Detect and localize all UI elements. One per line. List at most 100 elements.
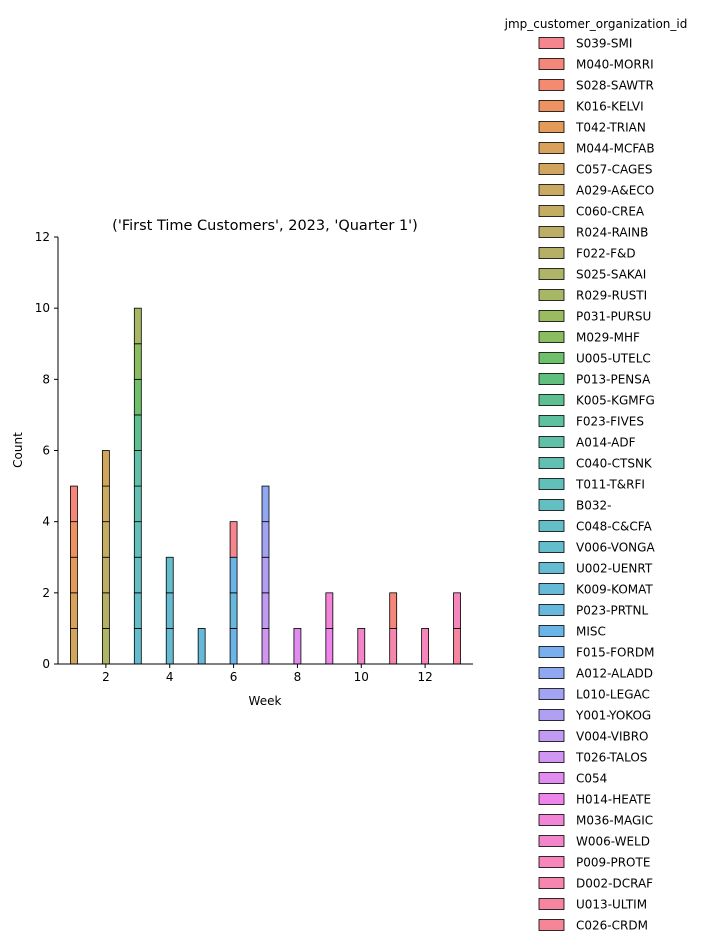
bar-week-7-segment-1 bbox=[261, 592, 270, 629]
legend-label-24: V006-VONGA bbox=[576, 541, 655, 555]
bar-week-3-segment-8 bbox=[133, 343, 142, 380]
bar-week-12-segment-0 bbox=[421, 628, 430, 665]
chart-title: ('First Time Customers', 2023, 'Quarter … bbox=[112, 218, 418, 234]
legend-swatch-34 bbox=[538, 751, 565, 763]
legend-swatch-31 bbox=[538, 688, 565, 700]
legend-label-15: U005-UTELC bbox=[576, 352, 651, 366]
legend: S039-SMI M040-MORRI S028-SAWTR K016-KELVI T0… bbox=[538, 37, 655, 933]
legend-label-40: D002-DCRAF bbox=[576, 877, 653, 891]
legend-swatch-30 bbox=[538, 667, 565, 679]
bar-week-11-segment-0 bbox=[389, 628, 398, 665]
bar-week-3-segment-1 bbox=[133, 592, 142, 629]
bar-week-3-segment-3 bbox=[133, 521, 142, 558]
y-tick-label-10: 10 bbox=[35, 301, 50, 315]
y-tick-label-12: 12 bbox=[35, 230, 50, 244]
legend-label-12: R029-RUSTI bbox=[576, 289, 647, 303]
x-axis-label: Week bbox=[249, 694, 282, 708]
bar-week-3-segment-9 bbox=[133, 307, 142, 345]
legend-label-14: M029-MHF bbox=[576, 331, 640, 345]
bar-week-13-segment-1 bbox=[453, 592, 461, 629]
bar-week-2-segment-2 bbox=[101, 556, 110, 594]
legend-label-10: F022-F&D bbox=[576, 247, 636, 261]
legend-swatch-25 bbox=[538, 562, 565, 574]
bar-week-2-segment-5 bbox=[101, 450, 110, 487]
legend-swatch-6 bbox=[538, 163, 565, 175]
bar-week-6-segment-0 bbox=[229, 628, 238, 665]
legend-label-21: T011-T&RFI bbox=[575, 478, 645, 492]
y-ticks: 0 2 4 6 8 10 12 bbox=[35, 230, 58, 671]
legend-swatch-8 bbox=[538, 205, 565, 217]
legend-label-11: S025-SAKAI bbox=[576, 268, 646, 282]
bar-week-7-segment-4 bbox=[261, 485, 270, 523]
bar-week-1-segment-1 bbox=[70, 592, 78, 629]
y-tick-label-6: 6 bbox=[42, 444, 50, 458]
legend-label-3: K016-KELVI bbox=[576, 100, 644, 114]
x-tick-label-2: 2 bbox=[102, 670, 110, 684]
legend-label-18: F023-FIVES bbox=[576, 415, 644, 429]
legend-swatch-42 bbox=[538, 919, 565, 931]
legend-swatch-19 bbox=[538, 436, 565, 448]
legend-swatch-9 bbox=[538, 226, 565, 238]
legend-swatch-38 bbox=[538, 835, 565, 847]
bar-week-4-segment-0 bbox=[165, 628, 174, 665]
legend-label-8: C060-CREA bbox=[576, 205, 645, 219]
legend-swatch-14 bbox=[538, 331, 565, 343]
legend-label-27: P023-PRTNL bbox=[576, 604, 648, 618]
legend-swatch-22 bbox=[538, 499, 565, 511]
legend-swatch-41 bbox=[538, 898, 565, 910]
legend-swatch-11 bbox=[538, 268, 565, 280]
bar-week-7-segment-0 bbox=[261, 628, 270, 665]
bar-week-3-segment-5 bbox=[133, 450, 142, 487]
bar-week-9-segment-1 bbox=[325, 592, 334, 629]
bar-week-3-segment-4 bbox=[133, 485, 142, 523]
legend-label-5: M044-MCFAB bbox=[576, 142, 655, 156]
legend-swatch-26 bbox=[538, 583, 565, 595]
legend-label-42: C026-CRDM bbox=[576, 919, 648, 933]
bar-week-2-segment-0 bbox=[101, 628, 110, 665]
bar-week-9-segment-0 bbox=[325, 628, 334, 665]
legend-swatch-18 bbox=[538, 415, 565, 427]
y-axis-label: Count bbox=[11, 432, 25, 468]
bar-week-6-segment-2 bbox=[229, 556, 238, 594]
bar-week-3-segment-2 bbox=[133, 556, 142, 594]
x-tick-label-6: 6 bbox=[230, 670, 238, 684]
legend-label-0: S039-SMI bbox=[576, 37, 632, 51]
legend-label-39: P009-PROTE bbox=[576, 856, 650, 870]
bar-week-3-segment-7 bbox=[133, 378, 142, 416]
bar-week-6-segment-1 bbox=[229, 592, 238, 629]
bar-week-4-segment-1 bbox=[165, 592, 174, 629]
legend-label-7: A029-A&ECO bbox=[576, 184, 654, 198]
x-tick-label-4: 4 bbox=[166, 670, 174, 684]
legend-swatch-16 bbox=[538, 373, 565, 385]
x-ticks: 2 4 6 8 10 12 bbox=[102, 664, 433, 684]
legend-label-13: P031-PURSU bbox=[576, 310, 651, 324]
bar-week-11-segment-1 bbox=[389, 592, 398, 629]
legend-swatch-33 bbox=[538, 730, 565, 742]
bar-week-5-segment-0 bbox=[197, 628, 206, 665]
legend-swatch-35 bbox=[538, 772, 565, 784]
bar-week-2-segment-4 bbox=[101, 485, 110, 523]
y-tick-label-0: 0 bbox=[42, 657, 50, 671]
legend-label-29: F015-FORDM bbox=[576, 646, 654, 660]
legend-label-37: M036-MAGIC bbox=[576, 814, 653, 828]
legend-label-16: P013-PENSA bbox=[576, 373, 651, 387]
bar-week-7-segment-3 bbox=[261, 521, 270, 558]
bar-week-6-segment-3 bbox=[229, 521, 238, 558]
legend-label-19: A014-ADF bbox=[576, 436, 636, 450]
legend-label-4: T042-TRIAN bbox=[575, 121, 646, 135]
legend-swatch-5 bbox=[538, 142, 565, 154]
bar-week-1-segment-4 bbox=[70, 485, 78, 523]
legend-swatch-23 bbox=[538, 520, 565, 532]
legend-swatch-17 bbox=[538, 394, 565, 406]
x-tick-label-8: 8 bbox=[294, 670, 302, 684]
bar-week-7-segment-2 bbox=[261, 556, 270, 594]
legend-swatch-27 bbox=[538, 604, 565, 616]
legend-swatch-40 bbox=[538, 877, 565, 889]
legend-label-23: C048-C&CFA bbox=[576, 520, 653, 534]
x-tick-label-10: 10 bbox=[354, 670, 369, 684]
legend-label-17: K005-KGMFG bbox=[576, 394, 655, 408]
legend-label-6: C057-CAGES bbox=[576, 163, 653, 177]
legend-label-26: K009-KOMAT bbox=[576, 583, 653, 597]
bar-week-3-segment-6 bbox=[133, 414, 142, 451]
